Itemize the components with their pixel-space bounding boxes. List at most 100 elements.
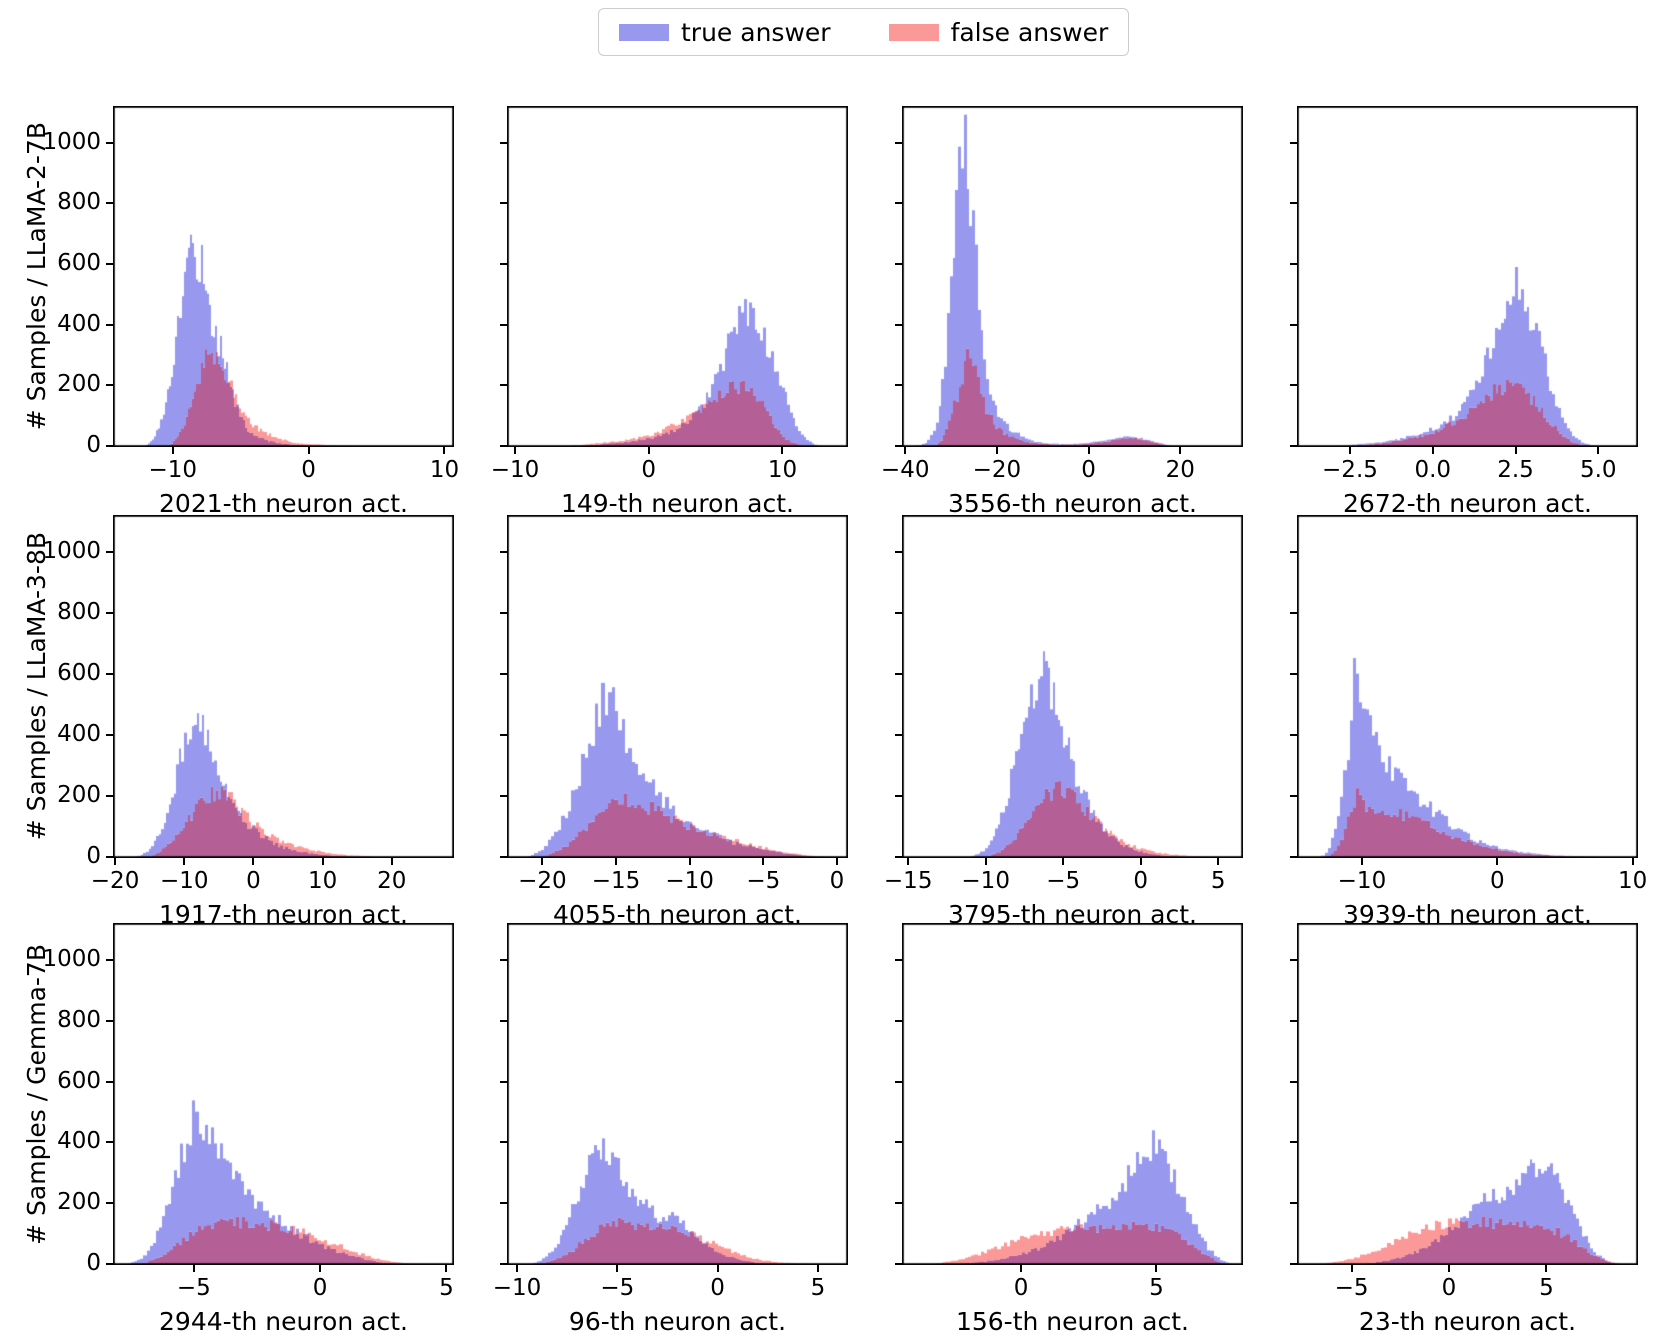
x-tick-label: −5 — [1334, 1275, 1369, 1301]
y-tick — [500, 1019, 507, 1022]
y-tick — [500, 384, 507, 387]
y-tick — [106, 1141, 113, 1144]
histogram-canvas — [507, 106, 848, 447]
x-tick — [716, 1265, 719, 1272]
y-tick-label: 0 — [86, 843, 101, 869]
y-tick — [106, 263, 113, 266]
y-tick-label: 200 — [57, 781, 101, 808]
histogram-canvas — [113, 106, 454, 447]
x-tick-label: 0 — [641, 457, 657, 483]
x-tick — [390, 858, 393, 865]
x-tick — [616, 1265, 619, 1272]
y-tick — [895, 202, 902, 205]
y-tick-label: 1000 — [42, 128, 101, 155]
y-tick — [106, 141, 113, 144]
y-tick — [1290, 733, 1297, 736]
y-tick-label: 600 — [57, 250, 101, 277]
x-tick-label: 20 — [1165, 457, 1195, 483]
y-tick-label: 200 — [57, 1189, 101, 1216]
y-tick — [106, 550, 113, 553]
y-tick — [106, 958, 113, 961]
x-tick-label: 5 — [439, 1275, 454, 1301]
y-tick — [1290, 611, 1297, 614]
x-tick — [1496, 858, 1499, 865]
x-tick — [1431, 447, 1434, 454]
x-tick-label: −10 — [665, 868, 714, 894]
x-tick-label: 20 — [377, 868, 407, 894]
x-tick — [615, 858, 617, 865]
x-tick — [319, 1265, 322, 1272]
y-tick — [500, 611, 507, 614]
x-tick — [443, 447, 446, 454]
x-tick — [1087, 447, 1090, 454]
x-axis-label: 156-th neuron act. — [955, 1307, 1190, 1336]
y-tick-label: 800 — [57, 598, 101, 625]
y-tick — [1290, 384, 1297, 387]
x-tick — [1447, 1265, 1450, 1272]
y-tick — [500, 1202, 507, 1205]
x-axis-label: 149-th neuron act. — [560, 489, 795, 518]
y-tick — [1290, 323, 1297, 326]
x-axis-label: 2672-th neuron act. — [1343, 489, 1592, 518]
y-tick-label: 1000 — [42, 945, 101, 972]
x-tick — [995, 447, 998, 454]
legend-item-true-answer: true answer — [619, 20, 831, 45]
true-answer-swatch — [619, 23, 669, 41]
y-tick — [895, 958, 902, 961]
x-tick — [1631, 858, 1634, 865]
x-tick-label: 0 — [1133, 868, 1149, 894]
x-tick — [307, 447, 310, 454]
y-tick — [1290, 1019, 1297, 1022]
histogram-canvas — [902, 923, 1243, 1265]
x-tick — [252, 858, 255, 865]
false-answer-swatch — [888, 23, 939, 41]
x-tick-label: −5 — [1046, 868, 1081, 894]
y-tick — [500, 1141, 507, 1144]
x-tick — [904, 447, 907, 454]
y-tick — [895, 1141, 902, 1144]
y-tick — [895, 1080, 902, 1083]
x-tick-label: 10 — [767, 457, 798, 483]
y-tick-label: 400 — [57, 310, 101, 337]
x-tick — [1155, 1265, 1158, 1272]
y-tick — [106, 856, 113, 858]
x-tick — [781, 447, 784, 454]
x-tick — [514, 447, 517, 454]
histogram-canvas — [507, 515, 848, 858]
x-tick — [688, 858, 691, 865]
y-tick — [106, 1019, 113, 1022]
y-tick — [1290, 1141, 1297, 1144]
x-tick — [114, 858, 117, 865]
legend-label-false-answer: false answer — [950, 17, 1109, 47]
x-tick-label: −40 — [880, 457, 930, 483]
x-tick — [445, 1265, 448, 1272]
histogram-canvas — [902, 515, 1243, 858]
x-tick-label: 0 — [1441, 1275, 1457, 1301]
x-tick — [1360, 858, 1363, 865]
x-tick-label: 0 — [246, 868, 261, 894]
y-tick — [106, 672, 113, 675]
x-tick-label: 10 — [1617, 868, 1648, 894]
x-axis-label: 23-th neuron act. — [1358, 1307, 1577, 1336]
y-tick — [895, 672, 902, 675]
y-tick — [500, 1263, 507, 1265]
x-tick — [1217, 858, 1220, 865]
y-tick — [895, 384, 902, 387]
histogram-canvas — [507, 923, 848, 1265]
x-tick — [762, 858, 765, 865]
x-tick-label: −20 — [90, 868, 140, 894]
y-tick — [1290, 1263, 1297, 1265]
y-tick — [895, 323, 902, 326]
x-tick — [1139, 858, 1142, 865]
x-tick-label: −15 — [883, 868, 933, 894]
y-tick — [500, 141, 507, 144]
x-tick-label: −5 — [176, 1275, 211, 1301]
y-tick — [1290, 856, 1297, 858]
y-tick — [1290, 672, 1297, 675]
y-tick — [895, 445, 902, 447]
y-tick — [1290, 445, 1297, 447]
y-tick — [1290, 550, 1297, 553]
y-tick — [106, 1263, 113, 1265]
y-tick — [500, 445, 507, 447]
